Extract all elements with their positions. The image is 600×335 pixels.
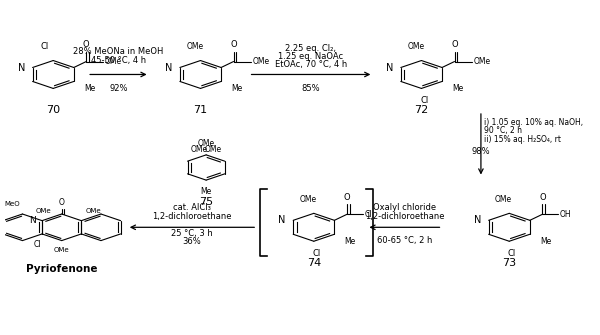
Text: Me: Me bbox=[232, 84, 242, 93]
Text: Cl: Cl bbox=[313, 249, 321, 258]
Text: 2.25 eq. Cl₂,: 2.25 eq. Cl₂, bbox=[286, 44, 337, 53]
Text: O: O bbox=[83, 40, 89, 49]
Text: N: N bbox=[278, 215, 286, 225]
Text: OMe: OMe bbox=[473, 57, 490, 66]
Text: 28% MeONa in MeOH: 28% MeONa in MeOH bbox=[73, 47, 164, 56]
Text: 1,2-dichloroethane: 1,2-dichloroethane bbox=[152, 212, 232, 221]
Text: EtOAc, 70 °C, 4 h: EtOAc, 70 °C, 4 h bbox=[275, 61, 347, 69]
Text: Cl: Cl bbox=[41, 42, 49, 51]
Text: OMe: OMe bbox=[495, 195, 512, 204]
Text: 92%: 92% bbox=[109, 84, 128, 93]
Text: 71: 71 bbox=[193, 105, 208, 115]
Text: OMe: OMe bbox=[252, 57, 269, 66]
Text: 25 °C, 3 h: 25 °C, 3 h bbox=[171, 229, 213, 238]
Text: OMe: OMe bbox=[36, 208, 52, 214]
Text: Me: Me bbox=[84, 84, 95, 93]
Text: OMe: OMe bbox=[86, 208, 101, 214]
Text: 75: 75 bbox=[199, 197, 213, 207]
Text: cat. AlCl₃: cat. AlCl₃ bbox=[173, 203, 211, 212]
Text: O: O bbox=[230, 40, 237, 49]
Text: Pyriofenone: Pyriofenone bbox=[26, 264, 97, 274]
Text: 70: 70 bbox=[46, 105, 60, 115]
Text: OMe: OMe bbox=[186, 42, 203, 51]
Text: O: O bbox=[451, 40, 458, 49]
Text: 60-65 °C, 2 h: 60-65 °C, 2 h bbox=[377, 236, 432, 245]
Text: 73: 73 bbox=[502, 258, 517, 268]
Text: O: O bbox=[539, 193, 545, 202]
Text: 1.25 eq. NaOAc: 1.25 eq. NaOAc bbox=[278, 52, 344, 61]
Text: OMe: OMe bbox=[105, 57, 122, 66]
Text: ii) 15% aq. H₂SO₄, rt: ii) 15% aq. H₂SO₄, rt bbox=[484, 135, 561, 144]
Text: OH: OH bbox=[560, 210, 572, 219]
Text: Me: Me bbox=[200, 188, 212, 196]
Text: Me: Me bbox=[344, 237, 356, 246]
Text: MeO: MeO bbox=[4, 201, 20, 207]
Text: 45-50 °C, 4 h: 45-50 °C, 4 h bbox=[91, 56, 146, 65]
Text: 90 °C, 2 h: 90 °C, 2 h bbox=[484, 126, 522, 135]
Text: Cl: Cl bbox=[364, 210, 372, 219]
Text: N: N bbox=[29, 216, 36, 225]
Text: i) 1.05 eq. 10% aq. NaOH,: i) 1.05 eq. 10% aq. NaOH, bbox=[484, 118, 583, 127]
Text: 85%: 85% bbox=[302, 84, 320, 93]
Text: 74: 74 bbox=[307, 258, 321, 268]
Text: N: N bbox=[474, 215, 481, 225]
Text: OMe: OMe bbox=[197, 139, 215, 147]
Text: OMe: OMe bbox=[54, 247, 70, 253]
Text: N: N bbox=[386, 63, 394, 72]
Text: 98%: 98% bbox=[472, 147, 490, 156]
Text: O: O bbox=[344, 193, 350, 202]
Text: Me: Me bbox=[452, 84, 463, 93]
Text: 1,2-dichloroethane: 1,2-dichloroethane bbox=[365, 212, 444, 221]
Text: 36%: 36% bbox=[182, 237, 202, 246]
Text: OMe: OMe bbox=[299, 195, 317, 204]
Text: N: N bbox=[165, 63, 173, 72]
Text: 72: 72 bbox=[415, 105, 428, 115]
Text: OMe: OMe bbox=[205, 145, 222, 154]
Text: Cl: Cl bbox=[34, 240, 41, 249]
Text: OMe: OMe bbox=[190, 145, 208, 154]
Text: N: N bbox=[18, 63, 25, 72]
Text: Cl: Cl bbox=[420, 96, 428, 105]
Text: Oxalyl chloride: Oxalyl chloride bbox=[373, 203, 436, 212]
Text: Cl: Cl bbox=[508, 249, 516, 258]
Text: O: O bbox=[59, 198, 65, 207]
Text: OMe: OMe bbox=[407, 42, 424, 51]
Text: Me: Me bbox=[540, 237, 551, 246]
